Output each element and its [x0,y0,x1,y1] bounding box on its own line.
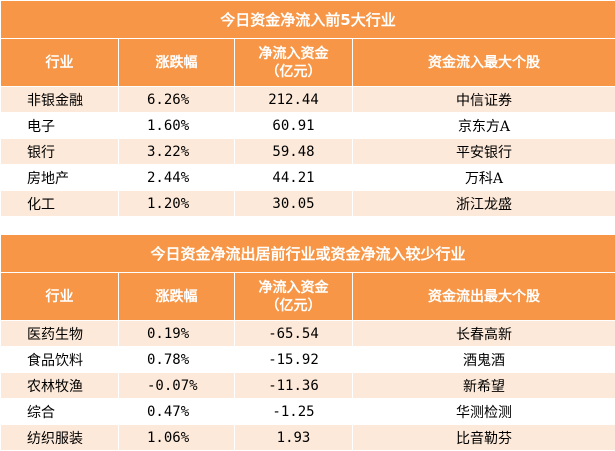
header-industry: 行业 [1,39,119,87]
change-cell: 1.06% [119,425,235,451]
industry-cell: 食品饮料 [1,347,119,373]
industry-cell: 纺织服装 [1,425,119,451]
change-cell: 6.26% [119,87,235,113]
header-change: 涨跌幅 [119,273,235,321]
table-gap [0,216,615,234]
change-cell: 2.44% [119,165,235,191]
change-cell: 0.78% [119,347,235,373]
top-stock-cell: 酒鬼酒 [353,347,615,373]
change-cell: 3.22% [119,139,235,165]
industry-cell: 医药生物 [1,321,119,347]
net-flow-cell: 59.48 [235,139,353,165]
header-net-flow: 净流入资金 （亿元） [235,273,353,321]
industry-cell: 非银金融 [1,87,119,113]
industry-cell: 农林牧渔 [1,373,119,399]
net-flow-cell: 212.44 [235,87,353,113]
change-cell: 1.20% [119,191,235,217]
top-stock-cell: 新希望 [353,373,615,399]
top-stock-cell: 京东方A [353,113,615,139]
net-flow-cell: -65.54 [235,321,353,347]
header-change: 涨跌幅 [119,39,235,87]
industry-cell: 银行 [1,139,119,165]
change-cell: 1.60% [119,113,235,139]
top-stock-cell: 比音勒芬 [353,425,615,451]
change-cell: -0.07% [119,373,235,399]
header-top-stock: 资金流入最大个股 [353,39,615,87]
top-stock-cell: 中信证券 [353,87,615,113]
header-industry: 行业 [1,273,119,321]
net-flow-cell: 30.05 [235,191,353,217]
industry-cell: 房地产 [1,165,119,191]
net-flow-cell: 44.21 [235,165,353,191]
top-stock-cell: 浙江龙盛 [353,191,615,217]
top-stock-cell: 平安银行 [353,139,615,165]
inflow-table-title: 今日资金净流入前5大行业 [1,1,615,39]
inflow-table: 今日资金净流入前5大行业 行业 涨跌幅 净流入资金 （亿元） 资金流入最大个股 … [0,0,615,217]
industry-cell: 电子 [1,113,119,139]
industry-cell: 综合 [1,399,119,425]
net-flow-cell: -11.36 [235,373,353,399]
change-cell: 0.19% [119,321,235,347]
top-stock-cell: 万科A [353,165,615,191]
net-flow-cell: -1.25 [235,399,353,425]
industry-cell: 化工 [1,191,119,217]
outflow-table: 今日资金净流出居前行业或资金净流入较少行业 行业 涨跌幅 净流入资金 （亿元） … [0,234,615,451]
header-top-stock: 资金流出最大个股 [353,273,615,321]
net-flow-cell: 1.93 [235,425,353,451]
net-flow-cell: 60.91 [235,113,353,139]
header-net-flow: 净流入资金 （亿元） [235,39,353,87]
net-flow-cell: -15.92 [235,347,353,373]
top-stock-cell: 长春高新 [353,321,615,347]
change-cell: 0.47% [119,399,235,425]
outflow-table-title: 今日资金净流出居前行业或资金净流入较少行业 [1,235,615,273]
top-stock-cell: 华测检测 [353,399,615,425]
